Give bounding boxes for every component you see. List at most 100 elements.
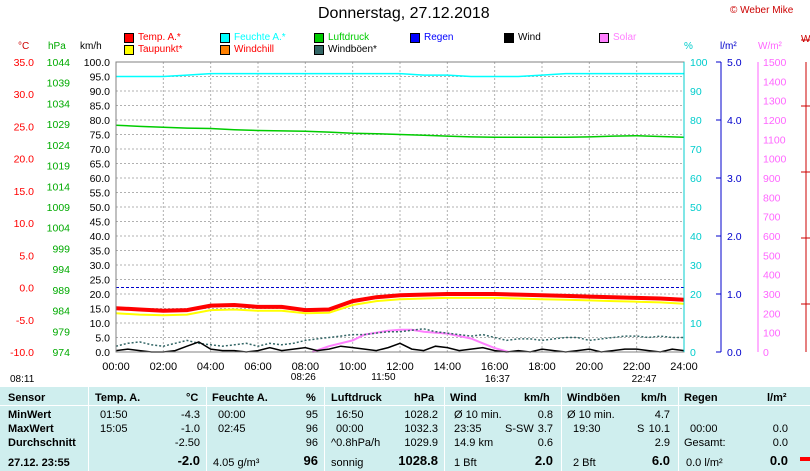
tick-label-temp: 15.0 [14, 186, 35, 198]
chart-series [115, 72, 685, 353]
tick-label-solar: 1500 [763, 57, 787, 69]
stats-rain-head: Regen [684, 392, 718, 404]
tick-label-wind: 40.0 [90, 231, 111, 243]
stats-temp-avg: -2.50 [174, 437, 200, 449]
tick-label-rain: 4.0 [727, 115, 742, 127]
legend-swatch-rain [410, 33, 420, 43]
stats-gust-bft: 2 Bft [573, 457, 596, 469]
tick-label-humidity: 10 [690, 318, 702, 330]
stats-row-current: 27.12. 23:55 [8, 457, 70, 469]
legend-swatch-humidity [220, 33, 230, 43]
stats-humidity-avg: 96 [305, 437, 318, 449]
legend-swatch-pressure [314, 33, 324, 43]
tick-label-wind: 5.0 [95, 333, 110, 345]
stats-rain-max-time: 00:00 [690, 423, 718, 435]
time-marker-label: 11:50 [371, 372, 396, 383]
axis-unit-wind: km/h [80, 41, 102, 52]
tick-label-temp: 10.0 [14, 218, 35, 230]
x-tick-label: 08:00 [292, 361, 320, 373]
stats-wind-avg: 0.6 [537, 437, 553, 449]
stats-pressure-head: Luftdruck [331, 392, 382, 404]
tick-label-humidity: 70 [690, 144, 702, 156]
stats-row-min: MinWert [8, 409, 52, 421]
legend-label-pressure: Luftdruck [328, 32, 370, 43]
legend-label-gust: Windböen* [328, 44, 377, 55]
tick-label-temp: -10.0 [10, 347, 34, 359]
tick-label-humidity: 80 [690, 115, 702, 127]
stats-humidity-current: 96 [303, 453, 318, 468]
stats-humidity-min-time: 00:00 [218, 409, 246, 421]
tick-label-humidity: 40 [690, 231, 702, 243]
stats-pressure-min-time: 16:50 [336, 409, 364, 421]
tick-label-solar: 100 [763, 328, 781, 340]
axis-unit-solar: W/m² [758, 41, 782, 52]
tick-label-wind: 65.0 [90, 159, 111, 171]
legend-swatch-temp [124, 33, 134, 43]
stats-gust-max-time: 19:30 [573, 423, 601, 435]
stats-wind-head: Wind [450, 392, 477, 404]
stats-pressure-forecast: sonnig [331, 457, 364, 469]
rain-bar-icon [800, 457, 810, 461]
stats-row-max: MaxWert [8, 423, 54, 435]
stats-rain-total: 0.0 [772, 437, 788, 449]
stats-temp-unit: °C [186, 392, 199, 404]
axis-unit-far-right: W [801, 34, 810, 45]
stats-pressure-max: 1032.3 [404, 423, 438, 435]
tick-label-temp: 0.0 [19, 283, 34, 295]
stats-gust-max: 10.1 [648, 423, 670, 435]
tick-label-wind: 0.0 [95, 347, 110, 359]
stats-wind-max-dir: S-SW [505, 423, 534, 435]
tick-label-wind: 75.0 [90, 130, 111, 142]
stats-gust-avg: 2.9 [654, 437, 670, 449]
x-tick-label: 04:00 [197, 361, 225, 373]
series-line [312, 328, 510, 353]
legend-label-dewpoint: Taupunkt* [138, 44, 183, 55]
tick-label-wind: 20.0 [90, 289, 111, 301]
tick-label-solar: 1000 [763, 154, 787, 166]
tick-label-wind: 35.0 [90, 246, 111, 258]
tick-label-wind: 10.0 [90, 318, 111, 330]
axis-unit-humidity: % [684, 41, 693, 52]
stats-panel: Sensor MinWert MaxWert Durchschnitt 27.1… [0, 387, 810, 471]
stats-rain-total-label: Gesamt: [684, 437, 726, 449]
stats-row-sensor: Sensor [8, 392, 46, 404]
time-marker-label: 16:37 [484, 374, 510, 385]
stats-wind-max: 3.7 [537, 423, 553, 435]
tick-label-wind: 95.0 [90, 72, 111, 84]
stats-wind-distance: 14.9 km [454, 437, 494, 449]
stats-gust-current: 6.0 [651, 453, 670, 468]
x-tick-label: 14:00 [434, 361, 462, 373]
x-tick-label: 16:00 [481, 361, 509, 373]
legend-swatch-wind [504, 33, 514, 43]
stats-humidity-min: 95 [305, 409, 318, 421]
tick-label-temp: -5.0 [16, 315, 34, 327]
tick-label-pressure: 999 [52, 243, 70, 255]
tick-label-solar: 200 [763, 308, 781, 320]
stats-gust-unit: km/h [641, 392, 667, 404]
copyright-label: © Weber Mike [730, 5, 794, 16]
stats-humidity-unit: % [306, 392, 316, 404]
stats-temp-min-time: 01:50 [100, 409, 128, 421]
tick-label-solar: 500 [763, 250, 781, 262]
tick-label-solar: 0 [763, 347, 769, 359]
axis-unit-temp: °C [18, 41, 30, 52]
tick-label-pressure: 1019 [47, 161, 71, 173]
stats-humidity-max-time: 02:45 [218, 423, 246, 435]
tick-label-solar: 900 [763, 173, 781, 185]
tick-label-solar: 1200 [763, 115, 787, 127]
stats-wind-min: 0.8 [537, 409, 553, 421]
stats-rain-max: 0.0 [772, 423, 788, 435]
tick-label-wind: 55.0 [90, 188, 111, 200]
tick-label-humidity: 60 [690, 173, 702, 185]
stats-gust-min: 4.7 [654, 409, 670, 421]
stats-pressure-min: 1028.2 [404, 409, 438, 421]
tick-label-pressure: 1004 [47, 223, 71, 235]
series-line [116, 72, 684, 78]
chart-axes [115, 39, 810, 353]
tick-label-temp: 25.0 [14, 121, 35, 133]
tick-label-pressure: 984 [52, 306, 70, 318]
x-tick-label: 20:00 [576, 361, 604, 373]
tick-label-pressure: 1044 [47, 57, 71, 69]
tick-label-humidity: 100 [690, 57, 708, 69]
tick-label-temp: 20.0 [14, 154, 35, 166]
